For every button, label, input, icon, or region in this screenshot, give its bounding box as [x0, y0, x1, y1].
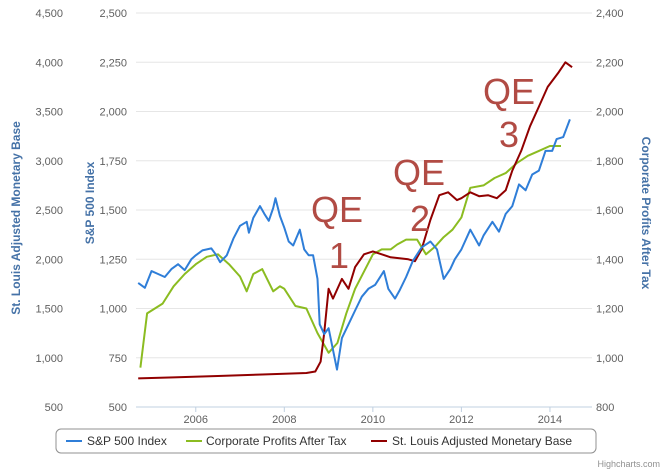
annotations: QE 1 QE 2 QE 3 [311, 71, 535, 276]
legend-label-profits: Corporate Profits After Tax [206, 434, 347, 448]
series-layer [137, 61, 573, 380]
y-tick-label-left-inner: 500 [109, 402, 127, 414]
right-axis-title: Corporate Profits After Tax [639, 137, 653, 290]
annotation-qe2-label: QE [393, 152, 445, 193]
series-line-s-p-500-index[interactable] [137, 119, 571, 371]
y-axes: 500 1,000 1,500 2,000 2,500 3,000 3,500 4,000 4,… [35, 8, 623, 414]
y-tick-label-left-inner: 1,750 [99, 156, 127, 168]
credits-link[interactable]: Highcharts.com [597, 459, 660, 469]
y-tick-label-left-inner: 1,500 [99, 205, 127, 217]
y-tick-label-right: 800 [596, 402, 614, 414]
y-tick-label-left-outer: 3,000 [35, 156, 63, 168]
y-tick-label-right: 2,000 [596, 107, 624, 119]
y-tick-label-left-inner: 2,000 [99, 107, 127, 119]
y-tick-label-left-outer: 2,000 [35, 254, 63, 266]
series-line-st-louis-adjusted-monetary-base[interactable] [138, 61, 573, 380]
annotation-qe3-number: 3 [499, 114, 519, 155]
x-tick-label: 2010 [361, 414, 385, 426]
x-tick-label: 2012 [449, 414, 473, 426]
y-tick-label-left-inner: 1,250 [99, 254, 127, 266]
y-tick-label-left-outer: 3,500 [35, 107, 63, 119]
y-tick-label-left-inner: 2,250 [99, 57, 127, 69]
annotation-qe3-label: QE [483, 71, 535, 112]
y-tick-label-right: 1,600 [596, 205, 624, 217]
y-tick-label-left-outer: 2,500 [35, 205, 63, 217]
y-tick-label-right: 1,000 [596, 353, 624, 365]
y-tick-label-right: 1,400 [596, 254, 624, 266]
legend-label-monetary-base: St. Louis Adjusted Monetary Base [392, 434, 572, 448]
y-tick-label-left-inner: 1,000 [99, 304, 127, 316]
annotation-qe1-number: 1 [329, 235, 349, 276]
annotation-qe1-label: QE [311, 189, 363, 230]
axis-titles: St. Louis Adjusted Monetary Base S&P 500… [9, 121, 653, 315]
y-tick-label-left-outer: 1,500 [35, 304, 63, 316]
x-tick-label: 2008 [272, 414, 296, 426]
legend-item-profits[interactable]: Corporate Profits After Tax [186, 434, 347, 448]
left-outer-axis-title: St. Louis Adjusted Monetary Base [9, 121, 23, 315]
legend-box [55, 428, 597, 454]
y-tick-label-right: 2,200 [596, 57, 624, 69]
y-tick-label-right: 2,400 [596, 8, 624, 20]
legend-item-sp500[interactable]: S&P 500 Index [66, 434, 167, 448]
y-tick-label-left-outer: 4,000 [35, 57, 63, 69]
y-tick-label-left-outer: 4,500 [35, 8, 63, 20]
y-tick-label-right: 1,200 [596, 304, 624, 316]
x-tick-label: 2014 [538, 414, 562, 426]
y-tick-label-right: 1,800 [596, 156, 624, 168]
legend: S&P 500 Index Corporate Profits After Ta… [55, 428, 597, 454]
y-tick-label-left-inner: 2,500 [99, 8, 127, 20]
x-axis: 2006 2008 2010 2012 2014 [136, 406, 592, 426]
y-tick-label-left-outer: 500 [45, 402, 63, 414]
series-line-corporate-profits-after-tax[interactable] [139, 145, 561, 368]
y-tick-label-left-inner: 750 [109, 353, 127, 365]
gridlines [136, 12, 592, 408]
legend-item-monetary-base[interactable]: St. Louis Adjusted Monetary Base [371, 434, 572, 448]
left-inner-axis-title: S&P 500 Index [83, 161, 97, 244]
x-tick-label: 2006 [184, 414, 208, 426]
legend-label-sp500: S&P 500 Index [87, 434, 167, 448]
annotation-qe2-number: 2 [410, 198, 430, 239]
y-tick-label-left-outer: 1,000 [35, 353, 63, 365]
